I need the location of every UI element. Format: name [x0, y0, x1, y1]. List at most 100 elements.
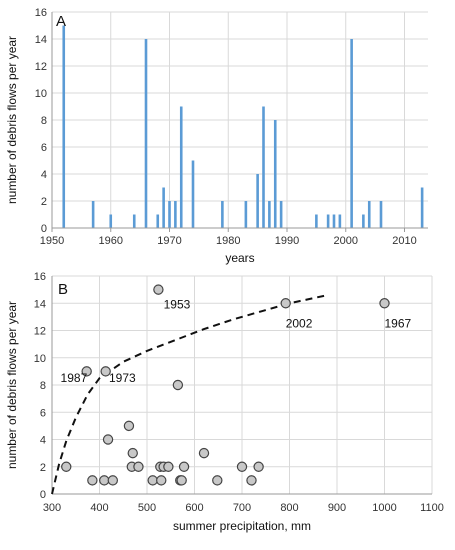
panel-b-annotation: 1973 [109, 371, 136, 385]
panel-a-bar-chart: 0 2 4 6 8 10 12 14 16 1950 1960 1970 1980 1990 2000 20… [5, 7, 428, 265]
panel-b-point [123, 420, 135, 432]
panel-b-point [246, 475, 257, 486]
panel-a-bar [273, 120, 277, 228]
panel-b-y-tick-labels: 0 2 4 6 8 10 12 14 16 [34, 271, 46, 501]
panel-b-point [127, 447, 138, 459]
panel-b-y-tick: 8 [40, 380, 46, 392]
panel-a-bar [279, 201, 283, 228]
panel-b-annotation: 1967 [385, 317, 412, 331]
panel-b-label: B [58, 281, 68, 298]
panel-b-point [81, 366, 92, 377]
panel-a-bar [268, 201, 271, 228]
panel-b-y-tick: 6 [40, 407, 46, 419]
panel-b-point [87, 475, 98, 486]
panel-a-x-tick: 2000 [334, 235, 358, 247]
panel-a-axes [51, 12, 428, 232]
panel-b-point [280, 298, 291, 309]
panel-a-bar [262, 106, 265, 228]
panel-b-x-tick: 700 [233, 502, 251, 514]
panel-b-annotation: 1987 [61, 371, 88, 385]
panel-a-bar [244, 201, 248, 228]
panel-a-y-tick: 6 [41, 142, 47, 154]
panel-a-bar [420, 187, 424, 228]
panel-b-y-tick: 16 [34, 271, 46, 283]
panel-b-x-tick: 1000 [372, 502, 396, 514]
panel-a-bar [191, 160, 195, 228]
panel-a-x-tick-labels: 1950 1960 1970 1980 1990 2000 2010 [40, 235, 417, 247]
panel-a-x-tick: 1980 [216, 235, 240, 247]
panel-a-y-tick: 16 [35, 7, 47, 19]
panel-b-y-tick: 12 [34, 326, 46, 338]
panel-a-y-tick: 10 [35, 88, 47, 100]
panel-b-axes [51, 276, 432, 495]
panel-b-x-tick: 500 [138, 502, 156, 514]
panel-a-bar [156, 214, 160, 228]
panel-b-y-tick: 0 [40, 489, 46, 501]
panel-b-annotations: 1953 2002 1967 1987 1973 [61, 298, 412, 386]
panel-b-trend-line [51, 294, 328, 495]
panel-b-x-axis-title: summer precipitation, mm [173, 519, 311, 533]
panel-b-annotation: 2002 [286, 317, 313, 331]
panel-a-bar [332, 214, 336, 228]
panel-b-y-tick: 4 [40, 435, 46, 447]
panel-b-annotation: 1953 [164, 298, 191, 312]
panel-a-bar [379, 201, 383, 228]
panel-b-point [176, 475, 187, 486]
panel-b-y-axis-title: number of debris flows per year [5, 301, 19, 469]
panel-a-y-tick: 2 [41, 196, 47, 208]
panel-a-bar [315, 214, 318, 228]
panel-b-x-tick: 600 [185, 502, 203, 514]
panel-a-gridlines [51, 11, 428, 229]
panel-a-x-tick: 1970 [157, 235, 181, 247]
panel-b-x-tick: 400 [90, 502, 108, 514]
panel-a-x-tick: 1950 [40, 235, 64, 247]
panel-b-point [178, 461, 190, 472]
panel-b-x-tick: 300 [43, 502, 61, 514]
panel-a-bar [367, 201, 371, 228]
panel-b-point [147, 475, 158, 486]
panel-b-y-tick: 2 [40, 462, 46, 474]
panel-b-point [163, 461, 174, 472]
panel-a-bar [144, 39, 148, 228]
panel-a-bar [62, 25, 66, 228]
panel-a-x-tick: 1960 [99, 235, 123, 247]
panel-a-bar [179, 106, 183, 228]
panel-b-y-tick: 14 [34, 298, 46, 310]
panel-b-point [100, 366, 111, 377]
panel-a-bars [62, 25, 424, 228]
panel-a-x-axis-title: years [225, 251, 254, 265]
panel-a-bar [326, 214, 330, 228]
panel-b-point [198, 447, 210, 459]
panel-b-gridlines [51, 275, 433, 495]
panel-b-point [153, 284, 164, 295]
panel-a-y-axis-title: number of debris flows per year [5, 36, 19, 204]
panel-a-bar [162, 187, 165, 228]
panel-b-points [61, 284, 390, 486]
panel-a-x-tick: 1990 [275, 235, 299, 247]
panel-a-bar [109, 214, 113, 228]
panel-b-scatter-chart: 1953 2002 1967 1987 1973 0 2 4 6 8 10 12 14 16 300 40… [5, 271, 444, 533]
panel-a-bar [174, 201, 177, 228]
panel-b-point [172, 379, 184, 391]
panel-a-x-tick: 2010 [392, 235, 416, 247]
panel-a-bar [91, 201, 95, 228]
panel-b-point [253, 461, 264, 472]
panel-b-point [99, 475, 110, 486]
panel-b-x-tick: 900 [328, 502, 346, 514]
panel-a-bar [338, 214, 342, 228]
panel-a-y-tick: 0 [41, 223, 47, 235]
panel-a-bar [256, 174, 259, 228]
panel-a-y-tick: 8 [41, 115, 47, 127]
panel-a-bar [350, 39, 353, 228]
panel-a-y-tick: 4 [41, 169, 47, 181]
panel-b-y-tick: 10 [34, 353, 46, 365]
panel-b-point [107, 475, 119, 486]
panel-a-bar [221, 201, 224, 228]
panel-b-point [61, 461, 72, 472]
panel-a-y-tick: 12 [35, 61, 47, 73]
panel-b-point [236, 461, 248, 472]
panel-a-y-tick-labels: 0 2 4 6 8 10 12 14 16 [35, 7, 47, 235]
panel-b-x-tick-labels: 300 400 500 600 700 800 900 1000 1100 [43, 502, 444, 514]
panel-b-point [379, 298, 390, 309]
